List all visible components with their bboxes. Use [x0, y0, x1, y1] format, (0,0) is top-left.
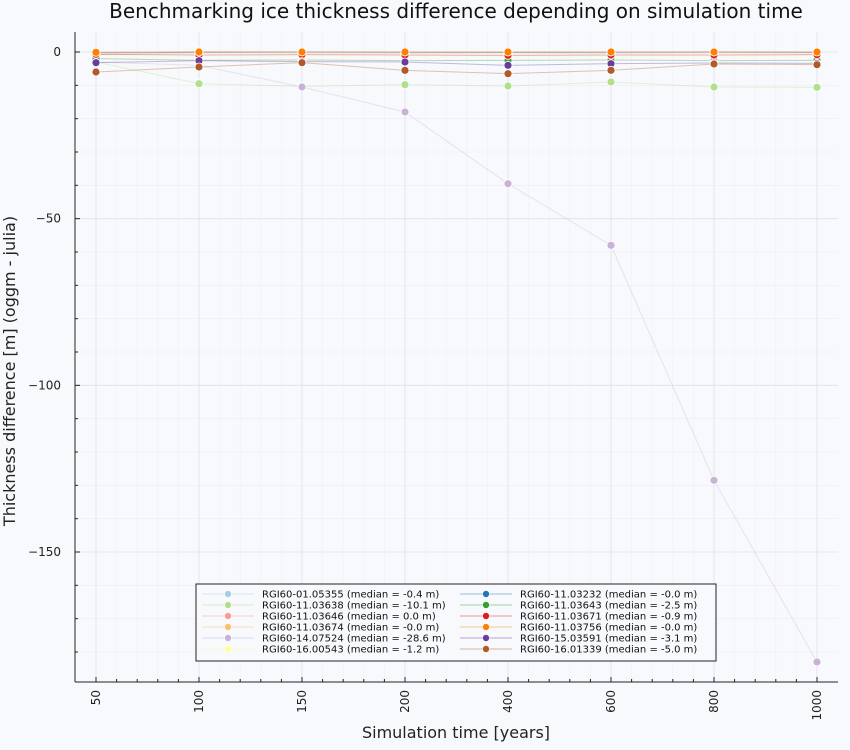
series-line [95, 53, 818, 56]
data-point [606, 240, 616, 250]
data-point [194, 47, 204, 57]
legend-marker [224, 612, 232, 620]
legend-marker [224, 623, 232, 631]
legend-label: RGI60-11.03756 (median = -0.0 m) [520, 623, 697, 634]
x-tick-label: 400 [501, 690, 515, 713]
y-axis-title: Thickness difference [m] (oggm - julia) [0, 216, 19, 527]
series-line [95, 51, 818, 54]
series-line [95, 58, 818, 62]
y-tick-label: −100 [28, 378, 61, 392]
data-point [812, 82, 822, 92]
data-point [503, 60, 513, 70]
legend-label: RGI60-15.03591 (median = -3.1 m) [520, 634, 697, 645]
data-point [400, 65, 410, 75]
axes [74, 32, 838, 683]
data-point [606, 77, 616, 87]
data-point [709, 82, 719, 92]
data-point [400, 80, 410, 90]
data-point [297, 82, 307, 92]
data-point [297, 47, 307, 57]
legend: RGI60-01.05355 (median = -0.4 m)RGI60-11… [195, 583, 717, 662]
x-tick-label: 100 [192, 690, 206, 713]
legend-label: RGI60-11.03646 (median = 0.0 m) [262, 612, 436, 623]
data-point [503, 69, 513, 79]
series-line [95, 54, 818, 57]
data-point [812, 60, 822, 70]
series-layer [91, 47, 822, 667]
data-point [194, 62, 204, 72]
data-point [400, 57, 410, 67]
series-line [95, 51, 817, 53]
data-point [606, 47, 616, 57]
legend-marker [482, 590, 490, 598]
y-tick-label: −50 [36, 212, 61, 226]
legend-marker [224, 634, 232, 642]
series-line [95, 61, 818, 663]
legend-box [195, 583, 717, 662]
data-point [503, 179, 513, 189]
legend-label: RGI60-14.07524 (median = -28.6 m) [262, 634, 446, 645]
series-line [95, 62, 818, 75]
data-point [194, 79, 204, 89]
x-tick-label: 800 [707, 690, 721, 713]
legend-label: RGI60-16.00543 (median = -1.2 m) [262, 645, 439, 656]
x-tick-label: 1000 [810, 690, 824, 721]
legend-label: RGI60-11.03674 (median = -0.0 m) [262, 623, 439, 634]
data-point [91, 47, 101, 57]
legend-marker [224, 645, 232, 653]
data-point [709, 47, 719, 57]
y-tick-label: 0 [53, 45, 61, 59]
legend-marker [224, 590, 232, 598]
data-point [400, 47, 410, 57]
data-point [503, 47, 513, 57]
legend-label: RGI60-11.03643 (median = -2.5 m) [520, 601, 697, 612]
legend-marker [482, 623, 490, 631]
x-tick-label: 600 [604, 690, 618, 713]
data-point [503, 81, 513, 91]
data-point [709, 475, 719, 485]
data-point [297, 58, 307, 68]
chart-title: Benchmarking ice thickness difference de… [109, 0, 803, 23]
data-point [400, 107, 410, 117]
x-axis-title: Simulation time [years] [362, 723, 550, 742]
y-tick-label: −150 [28, 545, 61, 559]
legend-marker [482, 601, 490, 609]
data-point [91, 67, 101, 77]
legend-marker [482, 612, 490, 620]
series-line [95, 61, 818, 88]
legend-marker [482, 634, 490, 642]
legend-label: RGI60-11.03671 (median = -0.9 m) [520, 612, 697, 623]
data-point [812, 47, 822, 57]
series-line [95, 60, 818, 66]
x-tick-label: 50 [89, 690, 103, 705]
legend-marker [224, 601, 232, 609]
series-line [95, 51, 817, 54]
legend-marker [482, 645, 490, 653]
tick-labels: 0 −50 −100 −150 50 100 150 200 400 600 800 1000 [28, 45, 824, 721]
series-line [95, 52, 817, 56]
legend-label: RGI60-11.03638 (median = -10.1 m) [262, 601, 446, 612]
data-point [606, 65, 616, 75]
x-tick-label: 200 [398, 690, 412, 713]
x-tick-label: 150 [295, 690, 309, 713]
legend-label: RGI60-16.01339 (median = -5.0 m) [520, 645, 697, 656]
legend-label: RGI60-11.03232 (median = -0.0 m) [520, 590, 697, 601]
data-point [91, 58, 101, 68]
data-point [812, 657, 822, 667]
legend-label: RGI60-01.05355 (median = -0.4 m) [262, 590, 439, 601]
data-point [709, 59, 719, 69]
